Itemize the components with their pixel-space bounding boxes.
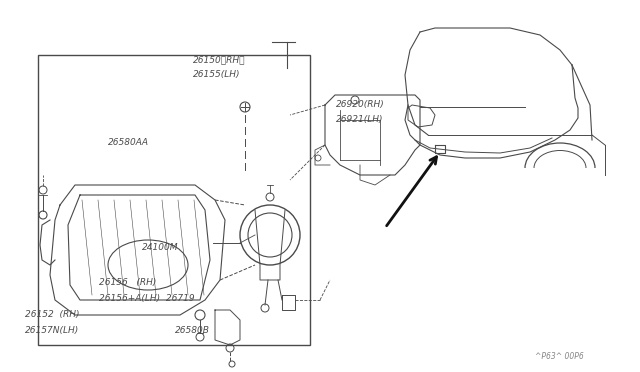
Text: 26155(LH): 26155(LH)	[193, 70, 241, 79]
Text: 26152  (RH): 26152 (RH)	[25, 310, 79, 319]
Text: 26157N(LH): 26157N(LH)	[25, 326, 79, 335]
Bar	[38, 55, 310, 345]
Text: 26150〈RH〉: 26150〈RH〉	[193, 55, 246, 64]
Text: 26921(LH): 26921(LH)	[336, 115, 383, 124]
Text: 26156   (RH): 26156 (RH)	[99, 278, 156, 287]
Text: 26156+A(LH)  26719: 26156+A(LH) 26719	[99, 294, 195, 303]
Text: 26580AA: 26580AA	[108, 138, 149, 147]
Text: ^P63^ 00P6: ^P63^ 00P6	[535, 352, 584, 361]
Text: 26580B: 26580B	[175, 326, 210, 335]
Text: 24100M: 24100M	[142, 243, 179, 252]
Text: 26920(RH): 26920(RH)	[336, 100, 385, 109]
